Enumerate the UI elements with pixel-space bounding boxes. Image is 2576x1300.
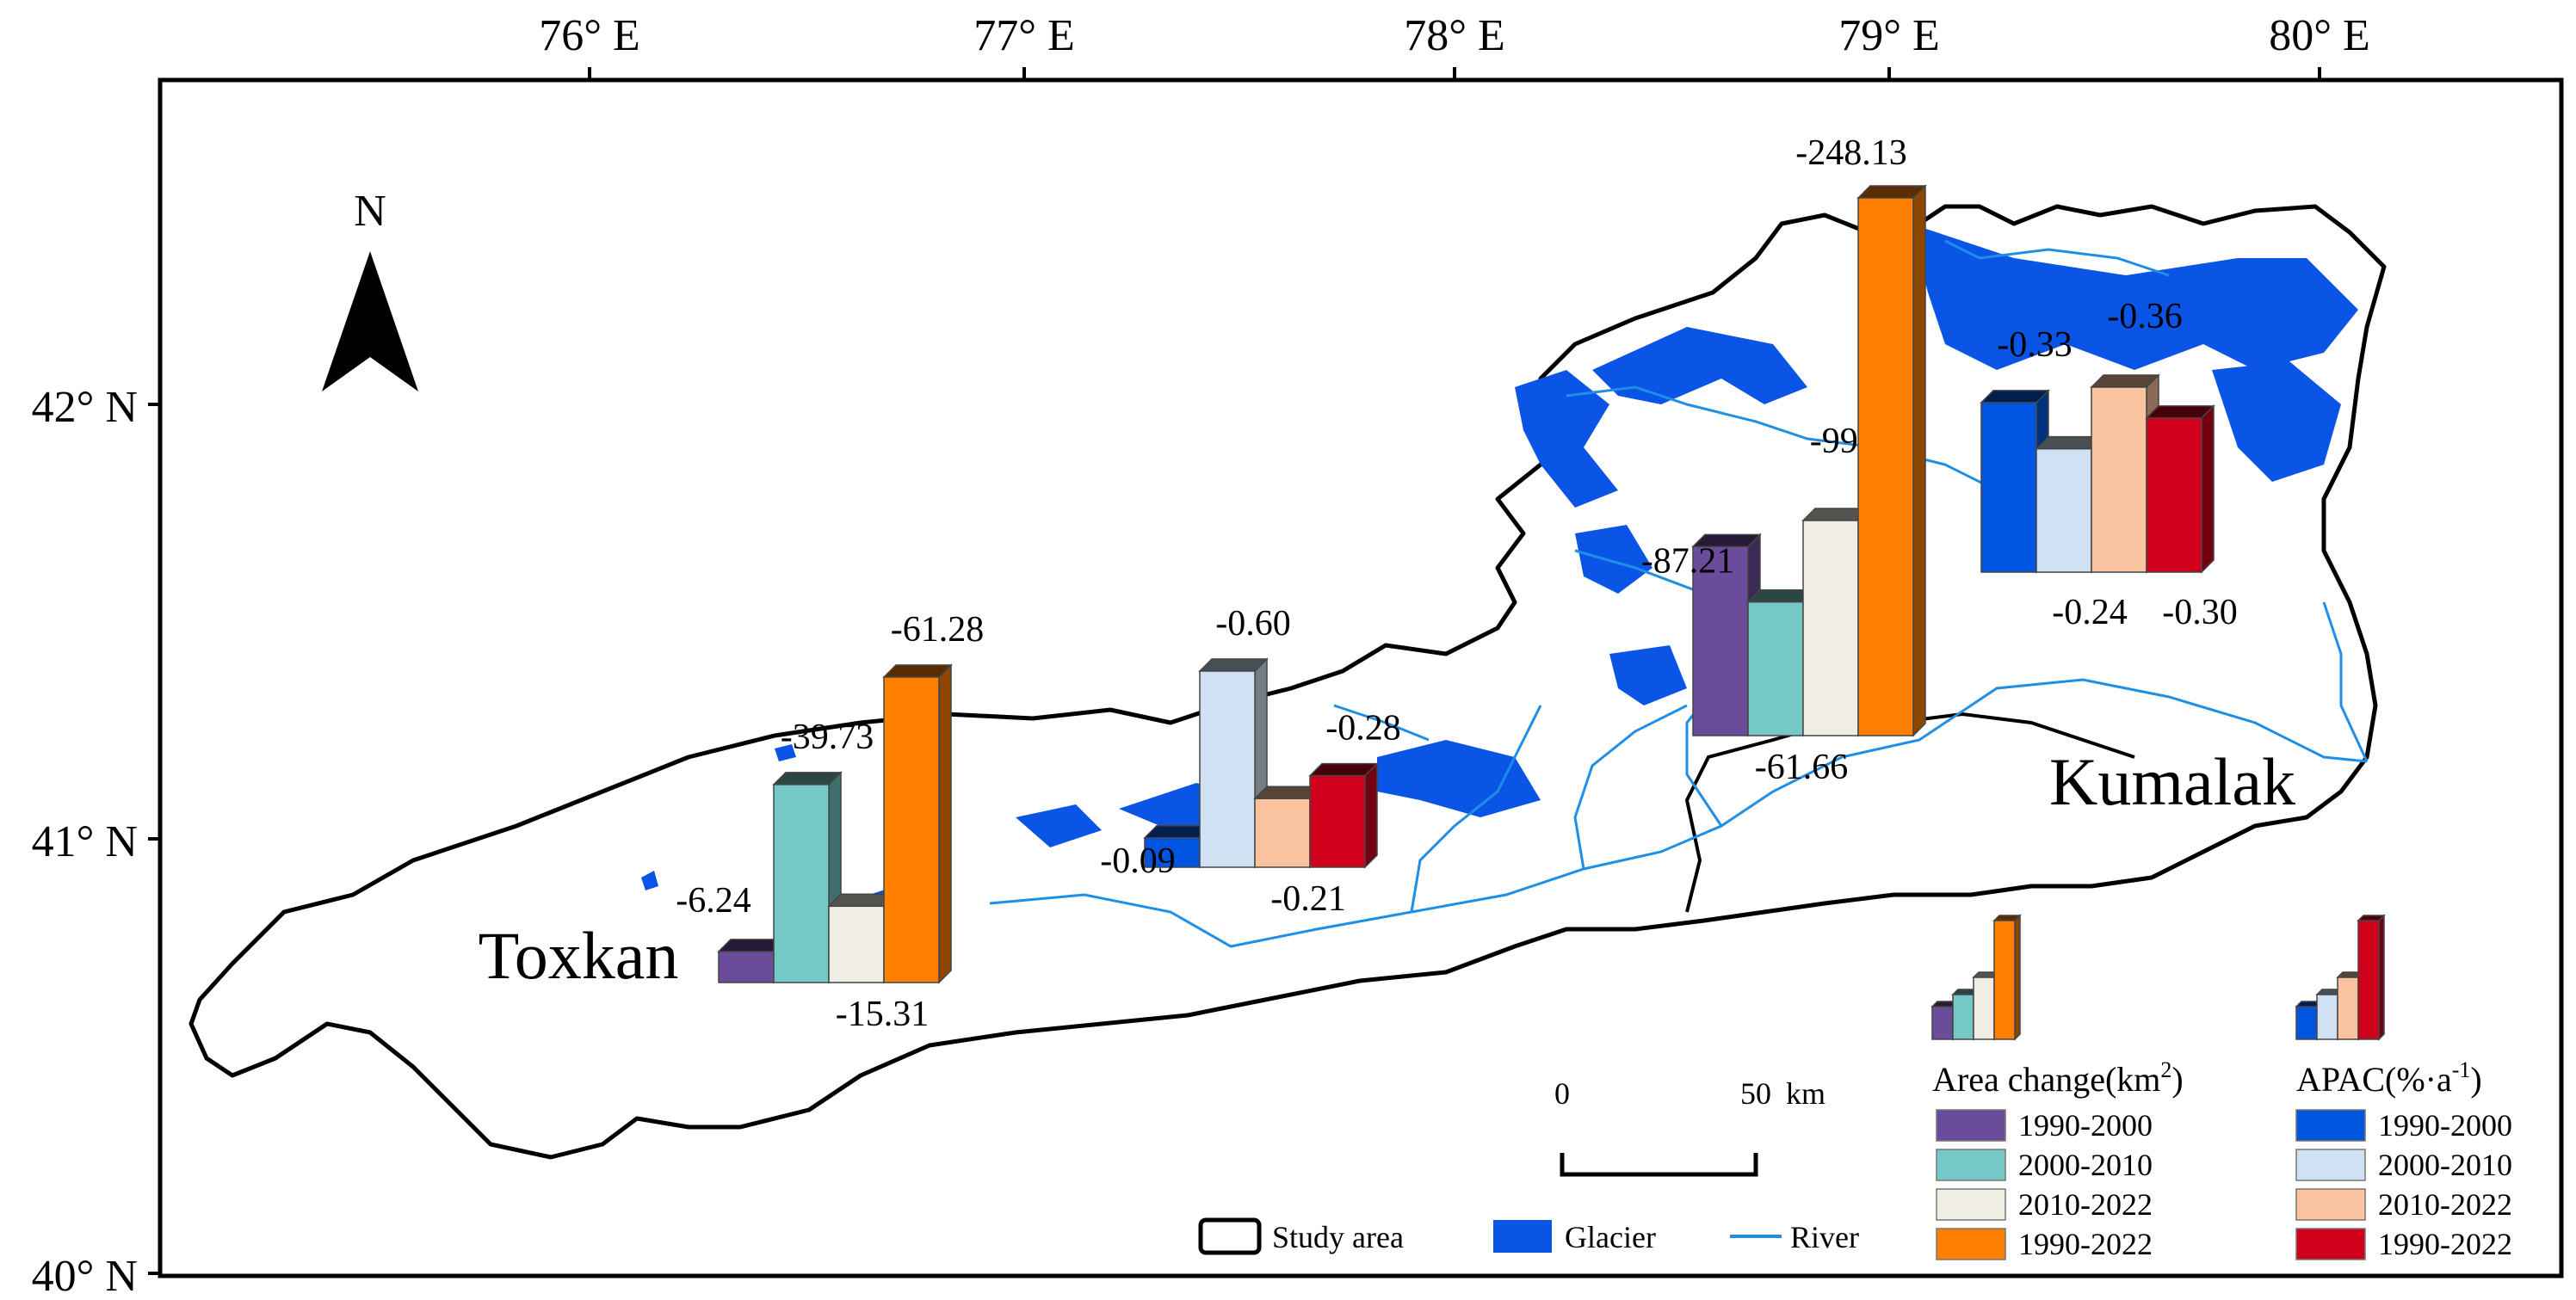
bar-charts: -6.24-39.73-15.31-61.28-0.09-0.60-0.21-0… <box>676 133 2238 1034</box>
bar-chart-kumalak-apac: -0.33 -0.24 -0.36 -0.30 <box>1980 297 2238 632</box>
bar-value-label: -0.36 <box>2107 297 2183 336</box>
glacier-patches <box>641 224 2358 912</box>
bar-value-label: -6.24 <box>676 881 751 921</box>
bar-value-label: -87.21 <box>1641 541 1735 581</box>
longitude-label-79: 79° E <box>1838 11 1940 60</box>
area-change-legend-label: 2000-2010 <box>2018 1148 2153 1182</box>
bar-value-label: -39.73 <box>781 718 874 757</box>
latitude-label-42: 42° N <box>32 383 138 432</box>
area-change-legend-swatch <box>1936 1149 2006 1181</box>
scale-bar-unit: km <box>1786 1076 1825 1111</box>
region-label-kumalak: Kumalak <box>2049 744 2295 819</box>
bar-value-label: -0.60 <box>1215 604 1291 644</box>
scale-bar: 0 50 km <box>1554 1076 1825 1177</box>
scale-bar-end: 50 <box>1740 1076 1771 1111</box>
bar-value-label: -61.28 <box>891 610 985 650</box>
legend-glacier-swatch <box>1493 1220 1552 1253</box>
bar-toxkan-1990-2022 <box>882 663 953 984</box>
bar-value-label: -0.33 <box>1997 325 2073 365</box>
apac-legend: APAC(%·a-1) 1990-2000 2000-2010 2010-2022 1… <box>2295 914 2512 1261</box>
bar-toxkan-1990-2022 <box>1308 761 1379 869</box>
bar-value-label: -0.30 <box>2162 593 2238 632</box>
area-change-legend-icon <box>1930 914 2022 1041</box>
latitude-label-41: 41° N <box>32 817 138 866</box>
bar-chart-kumalak-area: -87.21-61.66-99.26-248.13 <box>1641 133 1927 787</box>
apac-legend-title: APAC(%·a-1) <box>2296 1057 2482 1099</box>
scale-bar-start: 0 <box>1554 1076 1570 1111</box>
longitude-label-78: 78° E <box>1404 11 1505 60</box>
apac-legend-label: 2010-2022 <box>2378 1187 2512 1222</box>
area-change-legend-label: 1990-2022 <box>2018 1227 2153 1261</box>
region-label-toxkan: Toxkan <box>479 918 679 993</box>
bar-value-label: -0.24 <box>2052 593 2128 632</box>
north-arrow-icon: N <box>322 187 418 391</box>
bar-chart-toxkan-apac: -0.09 -0.60 -0.21 -0.28 <box>1100 604 1401 919</box>
map-frame <box>158 77 2564 1278</box>
area-change-legend: Area change(km2) 1990-2000 2000-2010 2010-… <box>1930 914 2184 1261</box>
bar-value-label: -248.13 <box>1795 133 1907 173</box>
apac-legend-swatch <box>2295 1228 2366 1260</box>
bar-chart-toxkan-area: -6.24 -39.73 -15.31 -61.28 <box>676 610 984 1034</box>
longitude-label-80: 80° E <box>2269 11 2370 60</box>
bar-value-label: -15.31 <box>836 995 930 1034</box>
apac-legend-swatch <box>2295 1109 2366 1142</box>
area-change-legend-label: 1990-2000 <box>2018 1108 2153 1143</box>
apac-legend-label: 2000-2010 <box>2378 1148 2512 1182</box>
apac-legend-swatch <box>2295 1188 2366 1221</box>
area-change-legend-swatch <box>1936 1188 2006 1221</box>
area-change-legend-icon-bar <box>1992 914 2022 1041</box>
apac-legend-label: 1990-2022 <box>2378 1227 2512 1261</box>
area-change-legend-swatch <box>1936 1109 2006 1142</box>
bar-kumalak-1990-2022 <box>2145 404 2215 574</box>
legend-glacier-label: Glacier <box>1565 1220 1656 1254</box>
legend-study-area-label: Study area <box>1272 1220 1404 1254</box>
bar-value-label: -0.21 <box>1270 879 1346 919</box>
latitude-label-40: 40° N <box>32 1252 138 1300</box>
latitude-ticks <box>148 403 160 1275</box>
legend-study-area-swatch <box>1198 1217 1262 1255</box>
north-label: N <box>354 187 386 236</box>
area-change-legend-label: 2010-2022 <box>2018 1187 2153 1222</box>
longitude-label-77: 77° E <box>973 11 1075 60</box>
bar-kumalak-1990-2022 <box>1856 184 1927 737</box>
legend-river-label: River <box>1790 1220 1859 1254</box>
longitude-label-76: 76° E <box>539 11 640 60</box>
bar-value-label: -0.28 <box>1325 709 1401 749</box>
area-change-legend-title: Area change(km2) <box>1932 1057 2184 1099</box>
apac-legend-swatch <box>2295 1149 2366 1181</box>
map-legend: Study area Glacier River <box>1198 1217 1859 1255</box>
apac-legend-icon <box>2295 914 2386 1041</box>
study-area-boundary <box>188 204 2387 1160</box>
apac-legend-label: 1990-2000 <box>2378 1108 2512 1143</box>
bar-value-label: -0.09 <box>1100 841 1176 881</box>
area-change-legend-swatch <box>1936 1228 2006 1260</box>
bar-value-label: -61.66 <box>1755 748 1849 787</box>
longitude-ticks <box>588 67 2321 80</box>
apac-legend-icon-bar <box>2357 914 2386 1041</box>
